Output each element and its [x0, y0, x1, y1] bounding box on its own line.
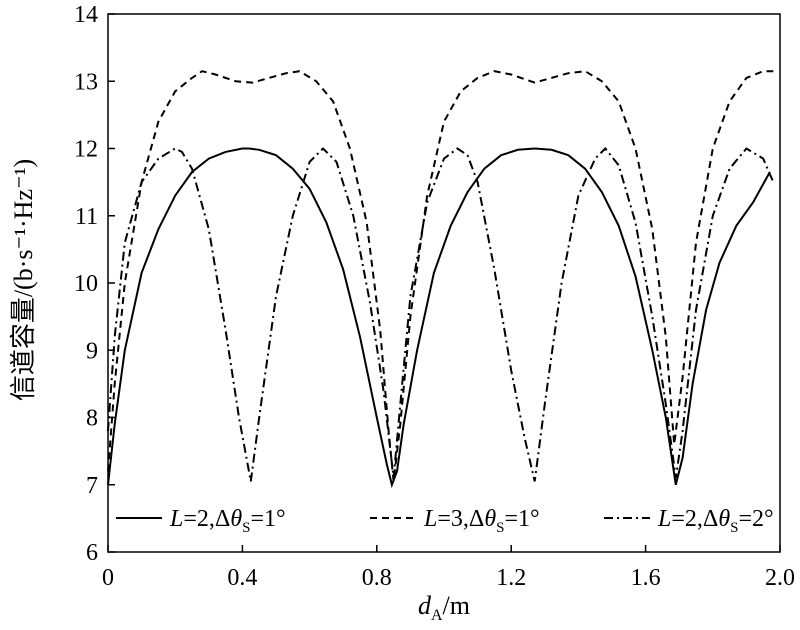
y-axis-title: 信道容量/(b·s⁻¹·Hz⁻¹): [9, 159, 38, 401]
y-tick-label: 11: [75, 204, 98, 230]
series-line-1: [107, 147, 771, 489]
y-tick-label: 7: [86, 473, 98, 499]
x-tick-label: 0.4: [227, 565, 257, 591]
legend-label-2: L=3,ΔθS=1°: [423, 506, 540, 536]
y-tick-label: 12: [74, 137, 98, 163]
legend-label-1: L=2,ΔθS=1°: [169, 506, 286, 536]
x-tick-label: 1.2: [496, 565, 526, 591]
x-axis-title: dA/m: [418, 591, 470, 624]
y-tick-label: 8: [86, 406, 98, 432]
x-tick-label: 0.8: [362, 565, 392, 591]
y-tick-label: 6: [86, 540, 98, 566]
series-line-3: [107, 147, 775, 482]
y-tick-label: 14: [74, 2, 98, 28]
x-axis-title-sub: A: [431, 607, 443, 624]
legend-label-3: L=2,ΔθS=2°: [657, 506, 774, 536]
x-tick-label: 1.6: [631, 565, 661, 591]
y-tick-label: 13: [74, 69, 98, 95]
series-layer: [107, 70, 775, 489]
y-tick-label: 10: [74, 271, 98, 297]
y-tick-label: 9: [86, 338, 98, 364]
axes: 6 7 8 9 10 11 12 13 14 0 0.4 0.8 1.2 1.6 2.0: [74, 2, 795, 591]
legend: L=2,ΔθS=1° L=3,ΔθS=1° L=2,ΔθS=2°: [116, 506, 774, 536]
series-line-2: [107, 70, 774, 482]
x-axis-title-unit: /m: [443, 591, 470, 620]
x-tick-label: 0: [102, 565, 114, 591]
x-axis-title-main: d: [418, 591, 432, 620]
x-tick-label: 2.0: [765, 565, 795, 591]
